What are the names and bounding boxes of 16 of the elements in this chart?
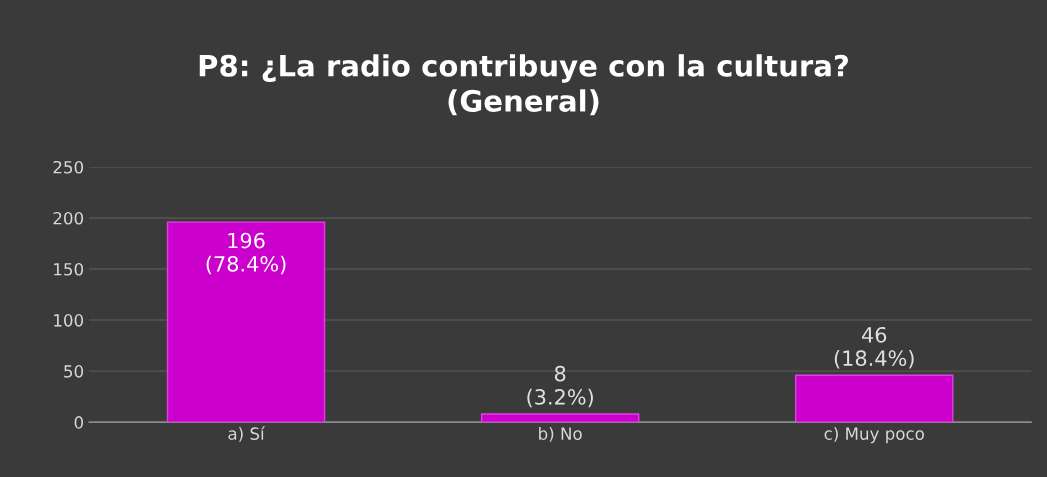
y-tick-label: 150 bbox=[54, 262, 84, 276]
bar bbox=[480, 413, 640, 423]
x-tick-label: c) Muy poco bbox=[824, 427, 924, 444]
y-tick-label: 200 bbox=[53, 211, 84, 225]
data-label: 196 (78.4%) bbox=[206, 232, 286, 275]
bar bbox=[166, 221, 326, 423]
y-tick-label: 0 bbox=[74, 416, 84, 429]
y-tick-label: 250 bbox=[53, 160, 84, 174]
data-label: 46 (18.4%) bbox=[834, 326, 914, 369]
y-tick-label: 100 bbox=[54, 314, 84, 327]
y-tick-label: 50 bbox=[64, 365, 84, 378]
chart-title: P8: ¿La radio contribuye con la cultura? (General) bbox=[199, 54, 848, 116]
x-tick-label: b) No bbox=[539, 427, 582, 442]
data-label: 8 (3.2%) bbox=[527, 365, 593, 408]
bar bbox=[795, 374, 954, 423]
x-tick-label: a) Sí bbox=[228, 426, 266, 442]
